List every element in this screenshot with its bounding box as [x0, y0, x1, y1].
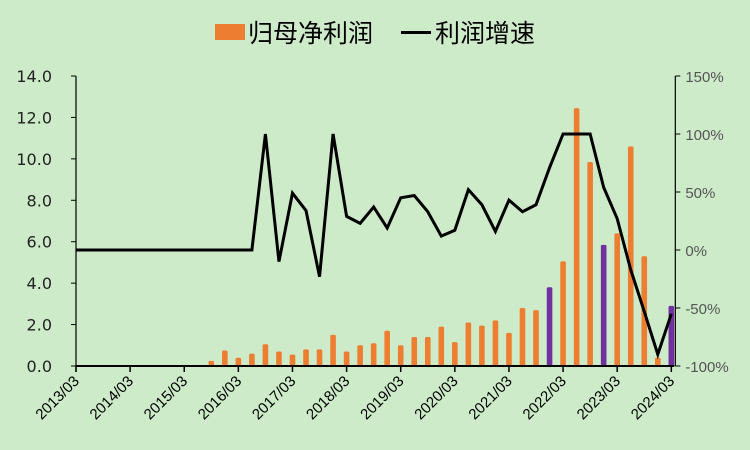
- x-tick-label: 2020/03: [411, 373, 461, 423]
- bar: [262, 344, 269, 366]
- right-tick-label: 0%: [685, 243, 707, 260]
- right-tick-label: 50%: [685, 185, 715, 202]
- bar: [289, 354, 296, 366]
- right-tick-label: -100%: [685, 359, 728, 376]
- x-tick-label: 2024/03: [628, 373, 678, 423]
- bar: [465, 322, 472, 366]
- legend-label-net-profit: 归母净利润: [247, 19, 373, 48]
- x-tick-label: 2013/03: [32, 373, 82, 423]
- x-tick-label: 2023/03: [574, 373, 624, 423]
- x-tick-label: 2014/03: [87, 373, 137, 423]
- left-tick-label: 2.0: [27, 316, 52, 335]
- bar: [276, 351, 282, 366]
- legend-label-growth: 利润增速: [435, 19, 536, 48]
- bar: [343, 351, 350, 366]
- bar: [479, 325, 485, 366]
- legend-bar-swatch: [214, 24, 245, 40]
- bar: [249, 353, 255, 366]
- bar: [424, 337, 431, 366]
- bar: [330, 334, 336, 366]
- x-tick-label: 2019/03: [357, 373, 407, 423]
- x-tick-label: 2021/03: [465, 373, 515, 423]
- bar: [492, 320, 499, 366]
- growth-line: [76, 132, 673, 360]
- bar: [654, 357, 661, 366]
- bar: [411, 337, 418, 366]
- x-tick-label: 2016/03: [195, 373, 245, 423]
- legend-item-growth: 利润增速: [401, 14, 535, 50]
- bar: [560, 261, 566, 366]
- bar: [506, 332, 512, 366]
- bar: [384, 330, 390, 366]
- bar: [397, 345, 404, 366]
- bar: [370, 343, 377, 366]
- bar: [303, 349, 309, 366]
- x-tick-label: 2018/03: [303, 373, 353, 423]
- bar: [357, 345, 363, 366]
- bar: [208, 360, 215, 366]
- bar: [316, 349, 323, 366]
- right-tick-label: 100%: [685, 127, 723, 144]
- x-tick-label: 2017/03: [249, 373, 299, 423]
- left-tick-label: 8.0: [27, 191, 52, 210]
- left-tick-label: 6.0: [27, 233, 52, 252]
- right-tick-label: 150%: [685, 69, 723, 86]
- left-tick-label: 0.0: [27, 357, 52, 376]
- bar: [438, 326, 445, 366]
- left-tick-label: 4.0: [27, 274, 52, 293]
- bar: [587, 161, 593, 366]
- bar: [533, 310, 539, 366]
- bar: [452, 342, 458, 366]
- x-tick-label: 2015/03: [141, 373, 191, 423]
- x-tick-label: 2022/03: [520, 373, 570, 423]
- bar: [546, 287, 553, 366]
- left-tick-label: 12.0: [16, 108, 52, 127]
- bar: [627, 146, 634, 366]
- bar: [519, 308, 526, 366]
- bar: [235, 357, 242, 366]
- bar: [600, 244, 607, 366]
- bar: [614, 233, 620, 366]
- left-tick-label: 14.0: [16, 67, 52, 86]
- bar: [573, 108, 580, 366]
- legend-line-swatch: [401, 30, 431, 34]
- chart-legend: 归母净利润 利润增速: [0, 14, 750, 50]
- right-tick-label: -50%: [685, 301, 720, 318]
- left-tick-label: 10.0: [16, 150, 52, 169]
- legend-item-net-profit: 归母净利润: [214, 14, 373, 50]
- bar: [222, 350, 228, 366]
